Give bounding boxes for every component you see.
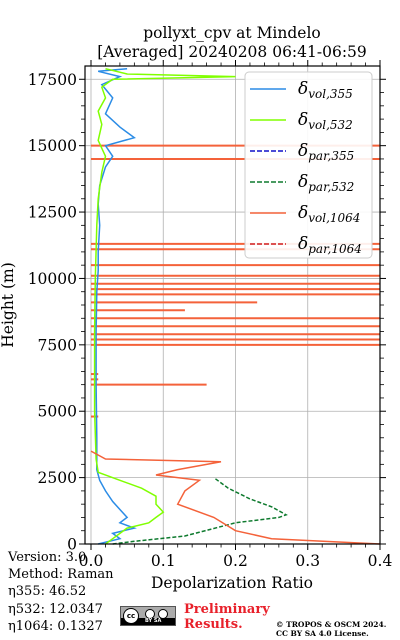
x-tick-label: 0.2 (223, 552, 248, 570)
x-tick-label: 0.3 (295, 552, 320, 570)
y-tick-label: 15000 (28, 137, 77, 155)
y-tick-label: 7500 (38, 336, 77, 354)
sa-icon (158, 609, 168, 619)
chart-title-line2: [Averaged] 20240208 06:41-06:59 (97, 43, 367, 61)
retrieval-info: Version: 3.0 Method: Raman η355: 46.52 η… (8, 549, 114, 635)
legend: δvol,355 δvol,532 δpar,355 δpar,532 δvol,106… (244, 71, 373, 259)
cc-logo-band (121, 618, 175, 625)
legend-label: δvol,532 (298, 110, 353, 132)
y-tick-label: 17500 (28, 71, 77, 89)
copyright-line2: CC BY SA 4.0 License. (276, 629, 369, 638)
spike-layer (91, 144, 380, 418)
chart-title-line1: pollyxt_cpv at Mindelo (143, 24, 321, 42)
copyright-notice: © TROPOS & OSCM 2024. CC BY SA 4.0 Licen… (276, 620, 386, 638)
eta355-text: η355: 46.52 (8, 584, 87, 600)
y-tick-label: 12500 (28, 204, 77, 222)
x-tick-label: 0.4 (368, 552, 393, 570)
series-line (90, 450, 381, 545)
preliminary-line1: Preliminary (184, 602, 270, 617)
preliminary-results-label: Preliminary Results. (184, 602, 270, 632)
by-icon (145, 609, 155, 619)
y-axis-label: Height (m) (0, 262, 17, 348)
cc-icon: cc (123, 608, 139, 624)
legend-label: δpar,1064 (298, 234, 362, 256)
eta1064-text: η1064: 0.1327 (8, 618, 103, 634)
eta532-text: η532: 12.0347 (8, 601, 103, 617)
cc-license-text: BY SA (145, 618, 162, 624)
tick-layer: 0.0 0.1 0.2 0.3 0.4 0 2500 5000 7500 10000 12500 15… (28, 60, 393, 570)
x-tick-label: 0.1 (151, 552, 176, 570)
series-line (95, 67, 137, 545)
legend-label: δpar,355 (298, 141, 354, 163)
y-tick-label: 0 (67, 536, 77, 554)
cc-by-sa-logo: cc BY SA (120, 606, 176, 626)
method-text: Method: Raman (8, 567, 114, 583)
legend-items: δvol,355 δvol,532 δpar,355 δpar,532 δvol,106… (250, 79, 362, 256)
legend-label: δvol,1064 (298, 203, 360, 225)
series-line (112, 476, 288, 545)
x-axis-label: Depolarization Ratio (151, 574, 313, 592)
preliminary-line2: Results. (184, 617, 243, 632)
version-text: Version: 3.0 (8, 550, 87, 565)
legend-label: δvol,355 (298, 79, 353, 101)
copyright-line1: © TROPOS & OSCM 2024. (276, 620, 387, 629)
y-tick-label: 5000 (38, 403, 77, 421)
series-layer (90, 67, 381, 545)
series-line (93, 67, 236, 545)
x-tick-label: 0.0 (79, 552, 104, 570)
legend-box (244, 71, 373, 259)
y-tick-label: 2500 (38, 469, 77, 487)
y-tick-label: 10000 (28, 270, 77, 288)
legend-label: δpar,532 (298, 172, 354, 194)
